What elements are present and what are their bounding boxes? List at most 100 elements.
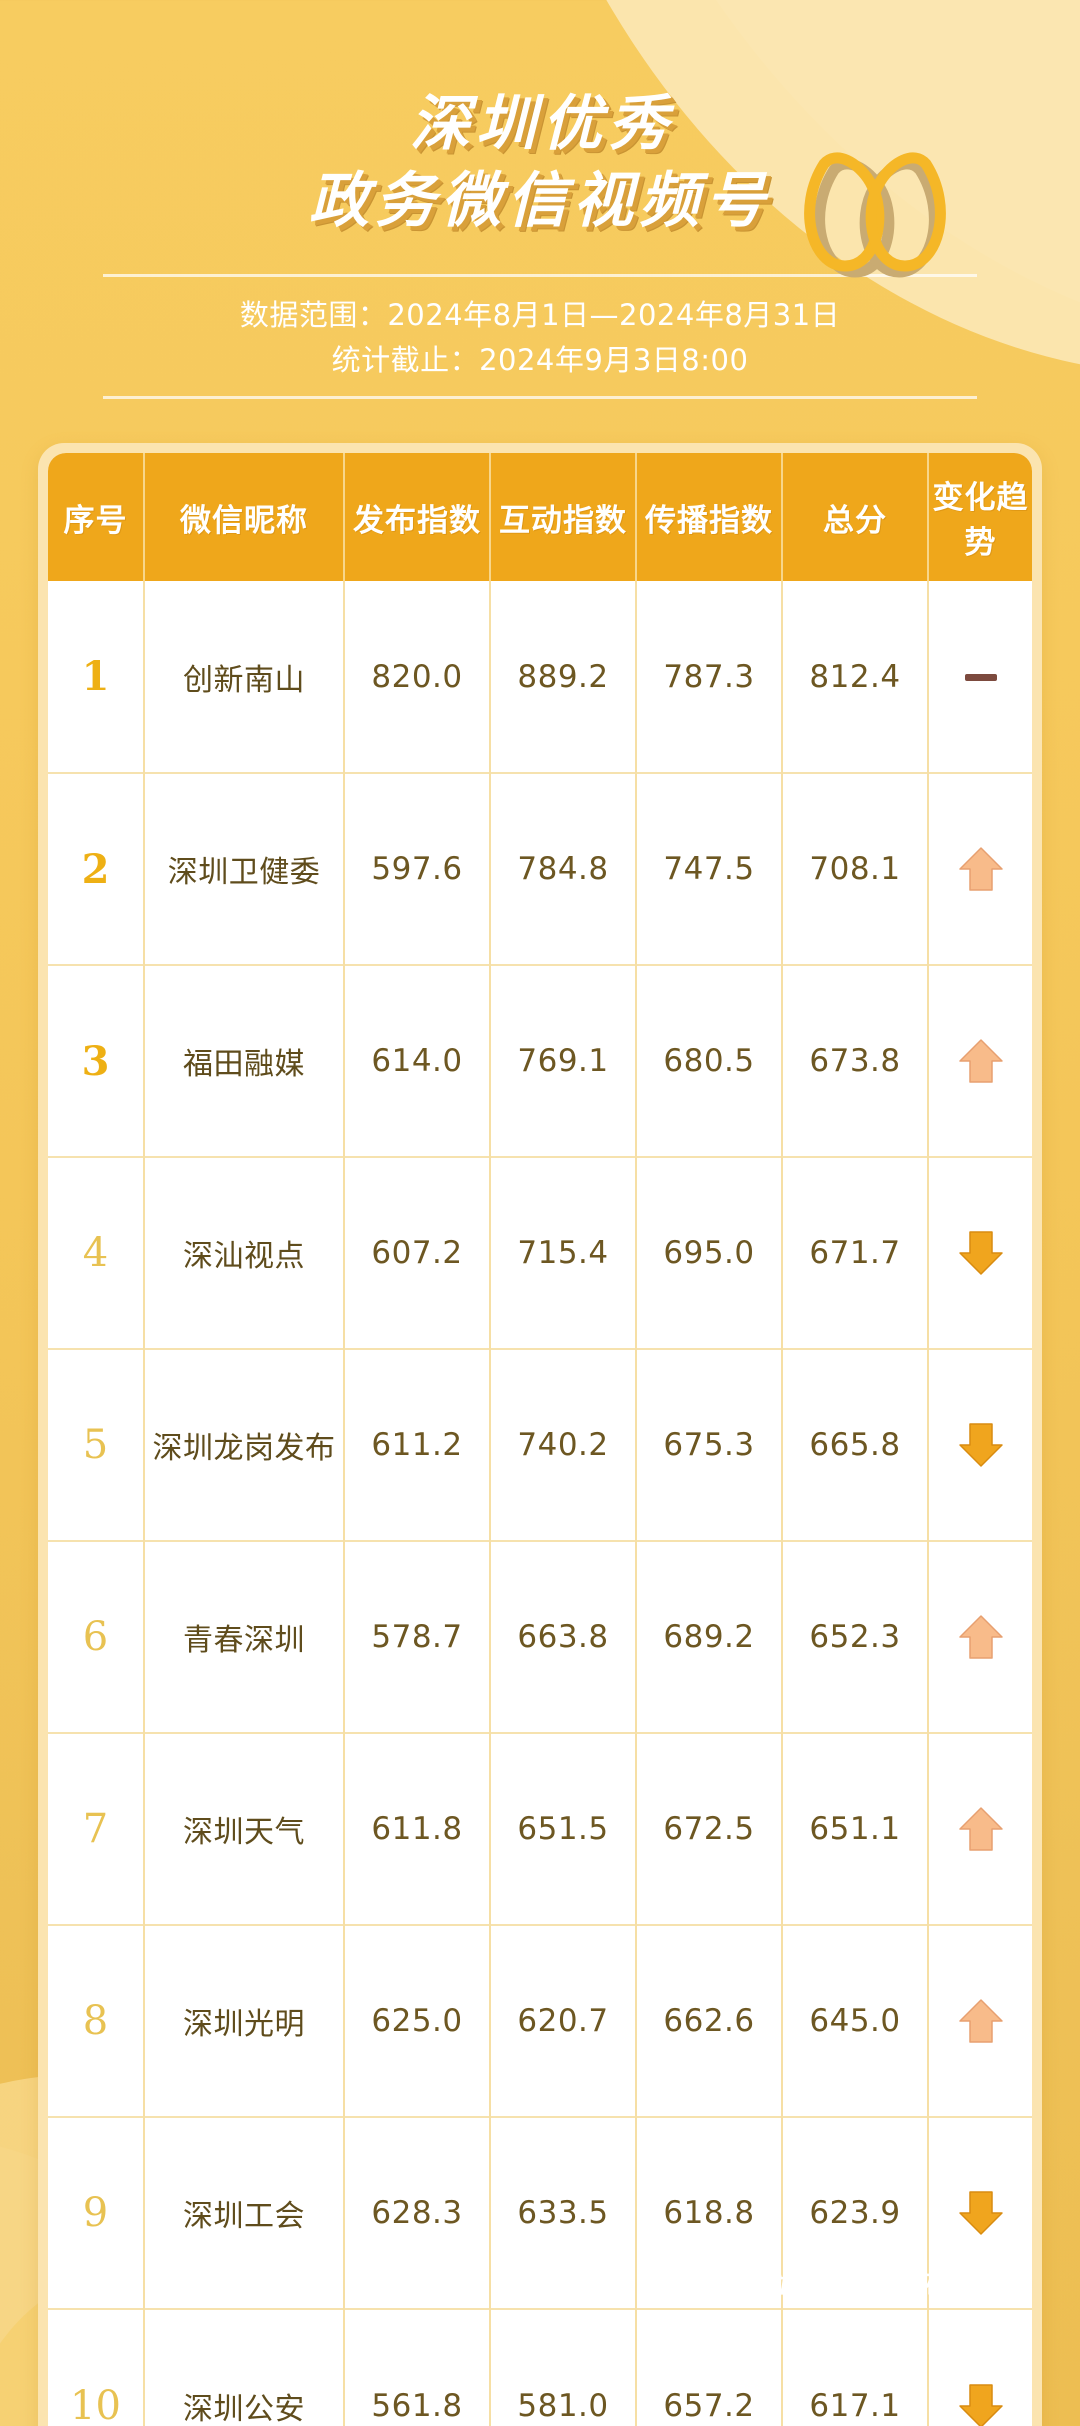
cell-rank: 7 bbox=[48, 1732, 145, 1926]
meta-data-range: 数据范围：2024年8月1日—2024年8月31日 bbox=[239, 297, 841, 332]
cell-publish-index: 820.0 bbox=[344, 581, 491, 774]
rank-value: 6 bbox=[82, 1614, 109, 1661]
cell-total-score: 671.7 bbox=[782, 1156, 929, 1350]
trend-up-icon bbox=[954, 1999, 1008, 2044]
cell-nickname: 深汕视点 bbox=[144, 1156, 345, 1350]
cell-spread-index: 680.5 bbox=[636, 964, 783, 1158]
publish-index-value: 628.3 bbox=[371, 2195, 463, 2232]
publish-index-value: 578.7 bbox=[371, 1619, 463, 1656]
column-header-total[interactable]: 总分 bbox=[782, 453, 929, 582]
interact-index-value: 889.2 bbox=[517, 658, 609, 695]
column-header-nickname[interactable]: 微信昵称 bbox=[144, 453, 345, 582]
trend-down-icon bbox=[954, 2191, 1008, 2236]
cell-interact-index: 633.5 bbox=[490, 2116, 637, 2310]
spread-index-value: 680.5 bbox=[663, 1043, 755, 1080]
column-header-trend[interactable]: 变化趋势 bbox=[928, 453, 1032, 582]
table-row: 2 深圳卫健委 597.6 784.8 747.5 708.1 bbox=[48, 772, 1032, 966]
column-header-spread[interactable]: 传播指数 bbox=[636, 453, 783, 582]
account-nickname: 创新南山 bbox=[183, 662, 305, 698]
cell-trend bbox=[928, 581, 1032, 773]
table-body: 1 创新南山 820.0 889.2 787.3 812.4 2 深圳卫健委 597.6 784.… bbox=[48, 581, 1032, 2426]
cell-publish-index: 625.0 bbox=[344, 1924, 491, 2118]
interact-index-value: 663.8 bbox=[517, 1619, 609, 1656]
cell-interact-index: 651.5 bbox=[490, 1732, 637, 1926]
spread-index-value: 675.3 bbox=[663, 1427, 755, 1464]
cell-nickname: 深圳工会 bbox=[144, 2116, 345, 2310]
cell-rank: 4 bbox=[48, 1156, 145, 1350]
table-row: 6 青春深圳 578.7 663.8 689.2 652.3 bbox=[48, 1540, 1032, 1734]
total-score-value: 708.1 bbox=[809, 851, 901, 888]
cell-spread-index: 672.5 bbox=[636, 1732, 783, 1926]
cell-total-score: 652.3 bbox=[782, 1540, 929, 1734]
cell-publish-index: 611.2 bbox=[344, 1348, 491, 1542]
interact-index-value: 715.4 bbox=[517, 1235, 609, 1272]
cell-nickname: 创新南山 bbox=[144, 581, 345, 774]
ranking-table-card: 序号 微信昵称 发布指数 互动指数 传播指数 总分 变化趋势 1 创新南山 820.… bbox=[38, 443, 1042, 2426]
table-row: 10 深圳公安 561.8 581.0 657.2 617.1 bbox=[48, 2308, 1032, 2426]
cell-nickname: 深圳龙岗发布 bbox=[144, 1348, 345, 1542]
column-header-rank[interactable]: 序号 bbox=[48, 453, 145, 582]
cell-total-score: 812.4 bbox=[782, 581, 929, 774]
cell-spread-index: 662.6 bbox=[636, 1924, 783, 2118]
trend-flat-icon bbox=[954, 657, 1008, 693]
total-score-value: 645.0 bbox=[809, 2003, 901, 2040]
cell-trend bbox=[928, 1924, 1032, 2118]
cell-rank: 10 bbox=[48, 2308, 145, 2426]
trend-down-icon bbox=[954, 1423, 1008, 1468]
cell-publish-index: 607.2 bbox=[344, 1156, 491, 1350]
account-nickname: 深圳天气 bbox=[183, 1815, 305, 1851]
cell-spread-index: 689.2 bbox=[636, 1540, 783, 1734]
cell-interact-index: 620.7 bbox=[490, 1924, 637, 2118]
spread-index-value: 618.8 bbox=[663, 2195, 755, 2232]
column-header-interact[interactable]: 互动指数 bbox=[490, 453, 637, 582]
meta-info: 数据范围：2024年8月1日—2024年8月31日 统计截止：2024年9月3日… bbox=[103, 273, 977, 400]
total-score-value: 617.1 bbox=[809, 2387, 901, 2424]
cell-spread-index: 747.5 bbox=[636, 772, 783, 966]
cell-interact-index: 581.0 bbox=[490, 2308, 637, 2426]
cell-rank: 6 bbox=[48, 1540, 145, 1734]
table-row: 8 深圳光明 625.0 620.7 662.6 645.0 bbox=[48, 1924, 1032, 2118]
table-header-row: 序号 微信昵称 发布指数 互动指数 传播指数 总分 变化趋势 bbox=[48, 453, 1032, 582]
poster-header: 深圳优秀 政务微信视频号 数据范围：2024年8月1日—2024年8月31日 统… bbox=[0, 0, 1080, 400]
total-score-value: 623.9 bbox=[809, 2195, 901, 2232]
column-header-publish[interactable]: 发布指数 bbox=[344, 453, 491, 582]
cell-total-score: 665.8 bbox=[782, 1348, 929, 1542]
interact-index-value: 740.2 bbox=[517, 1427, 609, 1464]
cell-rank: 9 bbox=[48, 2116, 145, 2310]
cell-rank: 1 bbox=[48, 581, 145, 774]
publish-index-value: 597.6 bbox=[371, 851, 463, 888]
publish-index-value: 614.0 bbox=[371, 1043, 463, 1080]
account-nickname: 青春深圳 bbox=[183, 1623, 305, 1659]
publish-index-value: 820.0 bbox=[371, 658, 463, 695]
cell-nickname: 深圳公安 bbox=[144, 2308, 345, 2426]
rank-value: 8 bbox=[82, 1998, 109, 2045]
cell-rank: 5 bbox=[48, 1348, 145, 1542]
cell-interact-index: 663.8 bbox=[490, 1540, 637, 1734]
spread-index-value: 689.2 bbox=[663, 1619, 755, 1656]
cell-spread-index: 618.8 bbox=[636, 2116, 783, 2310]
cell-total-score: 708.1 bbox=[782, 772, 929, 966]
title-line-1: 深圳优秀 bbox=[410, 89, 674, 159]
cell-interact-index: 715.4 bbox=[490, 1156, 637, 1350]
footer-credit: 出品单位 | 深圳舆情研究院 bbox=[686, 2271, 1004, 2299]
cell-trend bbox=[928, 1156, 1032, 1350]
interact-index-value: 581.0 bbox=[517, 2387, 609, 2424]
cell-total-score: 673.8 bbox=[782, 964, 929, 1158]
spread-index-value: 672.5 bbox=[663, 1811, 755, 1848]
account-nickname: 深圳卫健委 bbox=[167, 855, 321, 891]
cell-total-score: 645.0 bbox=[782, 1924, 929, 2118]
rank-value: 7 bbox=[82, 1806, 109, 1853]
page-title: 深圳优秀 政务微信视频号 bbox=[0, 86, 1080, 278]
cell-spread-index: 675.3 bbox=[636, 1348, 783, 1542]
cell-rank: 8 bbox=[48, 1924, 145, 2118]
rank-value: 10 bbox=[70, 2382, 121, 2426]
rank-value: 1 bbox=[81, 653, 110, 701]
publish-index-value: 611.2 bbox=[371, 1427, 463, 1464]
total-score-value: 651.1 bbox=[809, 1811, 901, 1848]
cell-interact-index: 889.2 bbox=[490, 581, 637, 774]
account-nickname: 深圳龙岗发布 bbox=[152, 1431, 336, 1467]
rank-value: 5 bbox=[82, 1422, 109, 1469]
publish-index-value: 607.2 bbox=[371, 1235, 463, 1272]
spread-index-value: 695.0 bbox=[663, 1235, 755, 1272]
rank-value: 9 bbox=[82, 2190, 109, 2237]
